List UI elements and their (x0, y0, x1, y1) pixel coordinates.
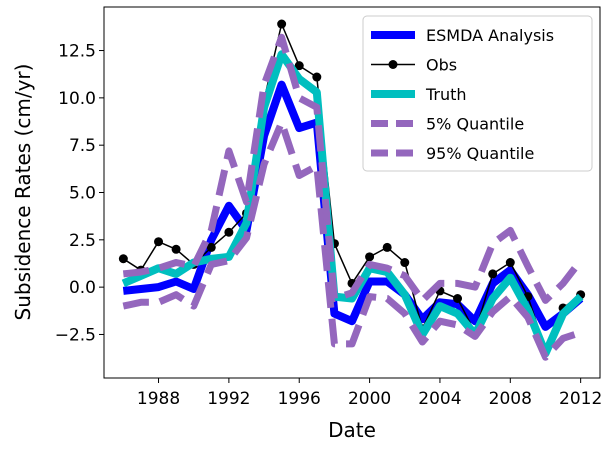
x-tick-label: 2000 (348, 389, 391, 409)
obs-point (312, 72, 322, 82)
legend-marker-obs (388, 60, 398, 69)
obs-point (294, 61, 304, 71)
series-line-esmda-analysis (122, 80, 584, 331)
series-line-95pct-quantile (122, 33, 584, 304)
obs-point (171, 244, 181, 254)
obs-point (154, 237, 164, 247)
legend-box (362, 15, 593, 172)
legend-label-truth: Truth (425, 85, 467, 104)
y-tick-label: −2.5 (55, 325, 96, 345)
y-tick-label: 5.0 (69, 184, 96, 204)
y-tick-label: 7.5 (69, 136, 96, 156)
obs-point (277, 19, 287, 29)
obs-point (488, 269, 498, 279)
x-tick-label: 1988 (137, 389, 180, 409)
obs-point (224, 227, 234, 237)
obs-point (505, 258, 515, 268)
legend-label-95pct-quantile: 95% Quantile (426, 144, 534, 163)
obs-point (206, 242, 216, 252)
x-axis-title: Date (328, 418, 376, 442)
obs-point (400, 258, 410, 268)
legend-label-obs: Obs (426, 56, 457, 75)
obs-point (382, 242, 392, 252)
x-tick-label: 1996 (278, 389, 321, 409)
y-tick-label: 2.5 (69, 231, 96, 251)
obs-point (453, 294, 463, 303)
x-tick-label: 2008 (489, 389, 532, 409)
y-tick-label: 12.5 (58, 42, 96, 62)
x-tick-label: 2012 (559, 389, 602, 409)
series-line-5pct-quantile (122, 119, 582, 361)
legend-label-esmda-analysis: ESMDA Analysis (426, 26, 554, 45)
y-tick-label: 10.0 (58, 89, 96, 109)
x-axis: 1988 1992 1996 2000 2004 2008 2012 (137, 378, 602, 409)
legend: ESMDA Analysis Obs Truth 5% Quantile 95% Qua… (362, 15, 593, 172)
x-tick-label: 2004 (418, 389, 461, 409)
obs-point (118, 254, 128, 264)
y-axis-title: Subsidence Rates (cm/yr) (11, 64, 35, 321)
legend-label-5pct-quantile: 5% Quantile (426, 115, 524, 134)
series-layer (118, 19, 586, 361)
y-tick-label: 0.0 (69, 278, 96, 298)
y-axis: −2.5 0.0 2.5 5.0 7.5 10.0 12.5 (55, 42, 104, 345)
obs-point (365, 252, 375, 262)
x-tick-label: 1992 (207, 389, 250, 409)
